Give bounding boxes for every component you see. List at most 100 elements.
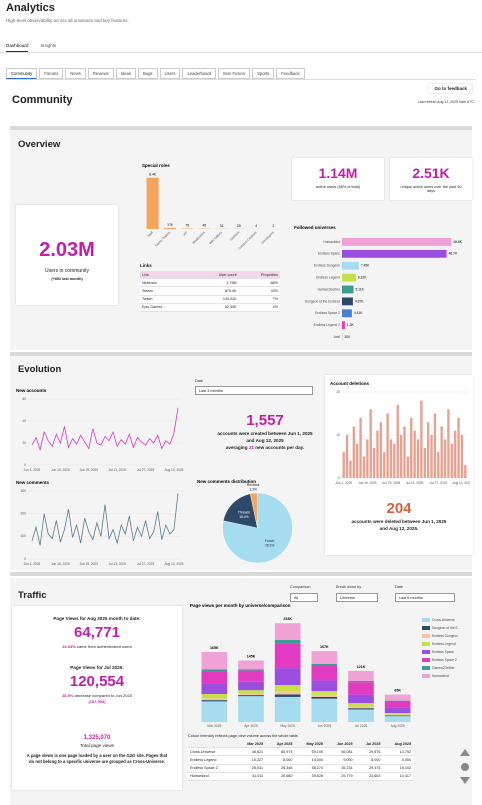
total-label: 233K [283, 617, 292, 621]
tab[interactable]: Insights [40, 43, 57, 48]
active-card: 1.14M active users (56% of total) [292, 158, 384, 200]
chart-title: Page views per month by universe/compari… [190, 603, 291, 608]
scroll-dot[interactable] [461, 763, 469, 771]
y-tick-label: 300 [20, 489, 26, 493]
bar-segment [274, 685, 301, 692]
chart-title: New comments distribution [197, 479, 256, 484]
y-tick-label: Endless Legend 2 [314, 323, 341, 327]
value-label: 2 [272, 224, 274, 228]
bar-segment [311, 680, 338, 692]
table-cell: 15,102 [382, 764, 413, 773]
subtab[interactable]: Reviews [87, 68, 114, 79]
subtab[interactable]: Users [159, 68, 181, 79]
traffic-card: Page Views for Aug 2025 month to date: 6… [12, 606, 182, 790]
page-views-chart: Page views per month by universe/compari… [190, 603, 460, 728]
subtab-bar: Community Forums News Reviews Ideas Bugs Users… [6, 68, 476, 80]
subtab[interactable]: Ideas [115, 68, 136, 79]
subtab[interactable]: Item Fusion [218, 68, 251, 79]
bar-segment [348, 703, 374, 707]
filter-select[interactable]: Universe [336, 593, 378, 602]
subtab[interactable]: News [65, 68, 86, 79]
bar-segment [384, 694, 411, 701]
bar-segment [201, 701, 228, 722]
value-label: 48.8K [453, 240, 462, 244]
table-cell: 7% [238, 295, 280, 304]
kpi-value: 1,557 [246, 412, 284, 429]
bar [453, 430, 457, 478]
slice-label: Reviews [247, 483, 260, 487]
kpi-value: 204 [386, 500, 412, 517]
scroll-up[interactable] [460, 749, 470, 756]
kpi-highlight: 28.5% [62, 693, 74, 698]
traffic-table: Mar 2025 Apr 2025 May 2025 Jun 2025 Jul 2025… [188, 740, 413, 781]
kpi-average: averaging 21 new accounts per day. [195, 445, 335, 450]
legend-label: Endless Space 2 [432, 658, 457, 662]
value-label: 6.22K [358, 275, 367, 279]
chart-title: New accounts [16, 388, 47, 393]
bar [376, 430, 379, 478]
scroll-controls [460, 749, 470, 784]
feedback-button[interactable]: Go to feedback [429, 84, 472, 93]
y-tick-label: 20 [336, 390, 340, 394]
value-label: 200 [344, 335, 350, 339]
table-cell: Nintendo [140, 278, 196, 288]
subtab[interactable]: Leaderboard [182, 68, 217, 79]
subtab[interactable]: Feedback [276, 68, 305, 79]
table-cell: Epic Games ... [140, 303, 196, 312]
value-label: 176 [167, 223, 173, 227]
legend-swatch [422, 658, 430, 662]
bar-segment [348, 694, 374, 704]
value-label: 75 [185, 224, 189, 228]
table-header-row: Mar 2025 Apr 2025 May 2025 Jun 2025 Jul 2025… [188, 740, 413, 749]
bar-segment [311, 651, 338, 664]
bar-segment [348, 682, 374, 695]
bar [342, 309, 352, 318]
chart-title: Followed universes [294, 225, 336, 230]
filter-select[interactable]: All [290, 593, 318, 602]
tab[interactable]: Dashboard [6, 43, 29, 52]
table-header: Mar 2025 [235, 740, 266, 749]
value-label: 46.7K [449, 252, 458, 256]
chart-title: New comments [16, 480, 50, 485]
table-row: Cross-Universe 48,621 60,974 59,100 55,081 29… [188, 747, 413, 757]
table-caption: Colour intensity reflects page view volu… [188, 734, 299, 738]
bar-segment [274, 643, 301, 669]
subtab[interactable]: Community [6, 68, 38, 79]
users-card: 2.03M Users in community (+892 last mont… [16, 205, 118, 305]
table-cell: 82.43K [195, 303, 239, 312]
scroll-down[interactable] [460, 777, 470, 784]
legend-label: Endless Space [432, 650, 454, 654]
table-cell: 39,626 [294, 772, 325, 781]
bar-segment [238, 669, 264, 671]
bar [342, 297, 353, 306]
y-tick-label: 60 [22, 397, 26, 401]
legend-label: Cross-Universe [432, 618, 455, 622]
filter-label: Date [395, 585, 404, 589]
bar-segment [238, 693, 264, 696]
x-tick-label: Aug 10, 2025 [164, 468, 183, 472]
table-cell: Steam [140, 286, 196, 296]
traffic-table-panel: Colour intensity reflects page view volu… [188, 734, 413, 781]
divider [0, 52, 482, 53]
legend-swatch [422, 634, 430, 638]
legend-swatch [422, 666, 430, 670]
filter-select[interactable]: Last 6 months [395, 593, 455, 602]
subtab[interactable]: Bugs [137, 68, 158, 79]
y-tick-label: 20 [22, 441, 26, 445]
date-select[interactable]: Last 3 months [195, 386, 313, 395]
x-tick-label: Jun 1, 2025 [24, 468, 41, 472]
value-label: 7.45K [361, 264, 370, 268]
row-name: Endless Space 2 [188, 764, 236, 773]
subtab[interactable]: Sports [252, 68, 275, 79]
bar [362, 456, 366, 478]
kpi-note: A page views is one page loaded by a use… [26, 753, 168, 764]
x-tick-label: Jul 27, 2025 [137, 562, 155, 566]
bar [426, 422, 430, 478]
kpi-text: new accounts per day. [255, 444, 305, 450]
subtab[interactable]: Forums [39, 68, 64, 79]
bar [460, 435, 464, 478]
y-tick-label: 0 [24, 463, 26, 467]
value-label: 3.3% [249, 487, 257, 491]
bar-segment [311, 696, 338, 699]
